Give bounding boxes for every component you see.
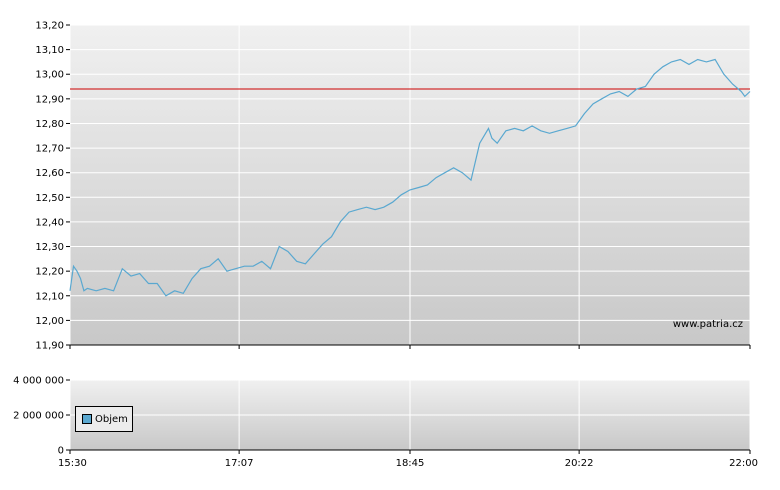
- price-y-tick-label: 12,40: [35, 217, 64, 228]
- x-tick-label: 17:07: [225, 458, 254, 469]
- legend-label: Objem: [95, 413, 128, 425]
- price-x-tick-marks: [69, 345, 751, 349]
- x-tick-label: 22:00: [729, 458, 758, 469]
- price-y-tick-label: 12,50: [35, 193, 64, 204]
- volume-y-tick-labels: 0 2 000 000 4 000 000: [13, 376, 70, 457]
- x-tick-label: 15:30: [58, 458, 87, 469]
- price-series-line: [69, 58, 751, 297]
- watermark: www.patria.cz: [673, 319, 743, 330]
- volume-y-tick-label: 4 000 000: [13, 376, 64, 387]
- x-tick-labels: 15:30 17:07 18:45 20:22 22:00: [58, 458, 758, 469]
- x-tick-label: 18:45: [396, 458, 425, 469]
- legend-swatch-icon: [82, 414, 92, 424]
- volume-legend: Objem: [75, 406, 133, 432]
- price-panel: 11,90 12,00 12,10 12,20 12,30 12,40 12,50 12,60…: [35, 21, 751, 352]
- price-vertical-gridlines: [69, 25, 751, 345]
- price-y-tick-label: 12,70: [35, 144, 64, 155]
- price-y-tick-label: 13,00: [35, 70, 64, 81]
- price-y-tick-label: 12,20: [35, 267, 64, 278]
- volume-x-tick-marks: [69, 450, 751, 454]
- price-y-tick-label: 12,10: [35, 291, 64, 302]
- price-y-tick-label: 12,80: [35, 119, 64, 130]
- volume-y-tick-label: 0: [58, 446, 64, 457]
- price-y-tick-label: 12,60: [35, 168, 64, 179]
- price-y-tick-label: 13,20: [35, 21, 64, 32]
- price-y-tick-label: 12,30: [35, 242, 64, 253]
- volume-panel: 0 2 000 000 4 000 000 15:30 17:07 18:45 20:22…: [13, 376, 758, 470]
- x-tick-label: 20:22: [565, 458, 594, 469]
- price-y-tick-label: 11,90: [35, 341, 64, 352]
- price-y-tick-label: 12,00: [35, 316, 64, 327]
- price-y-tick-label: 12,90: [35, 94, 64, 105]
- price-y-tick-labels: 11,90 12,00 12,10 12,20 12,30 12,40 12,50 12,60…: [35, 21, 70, 352]
- volume-y-tick-label: 2 000 000: [13, 411, 64, 422]
- price-y-tick-label: 13,10: [35, 45, 64, 56]
